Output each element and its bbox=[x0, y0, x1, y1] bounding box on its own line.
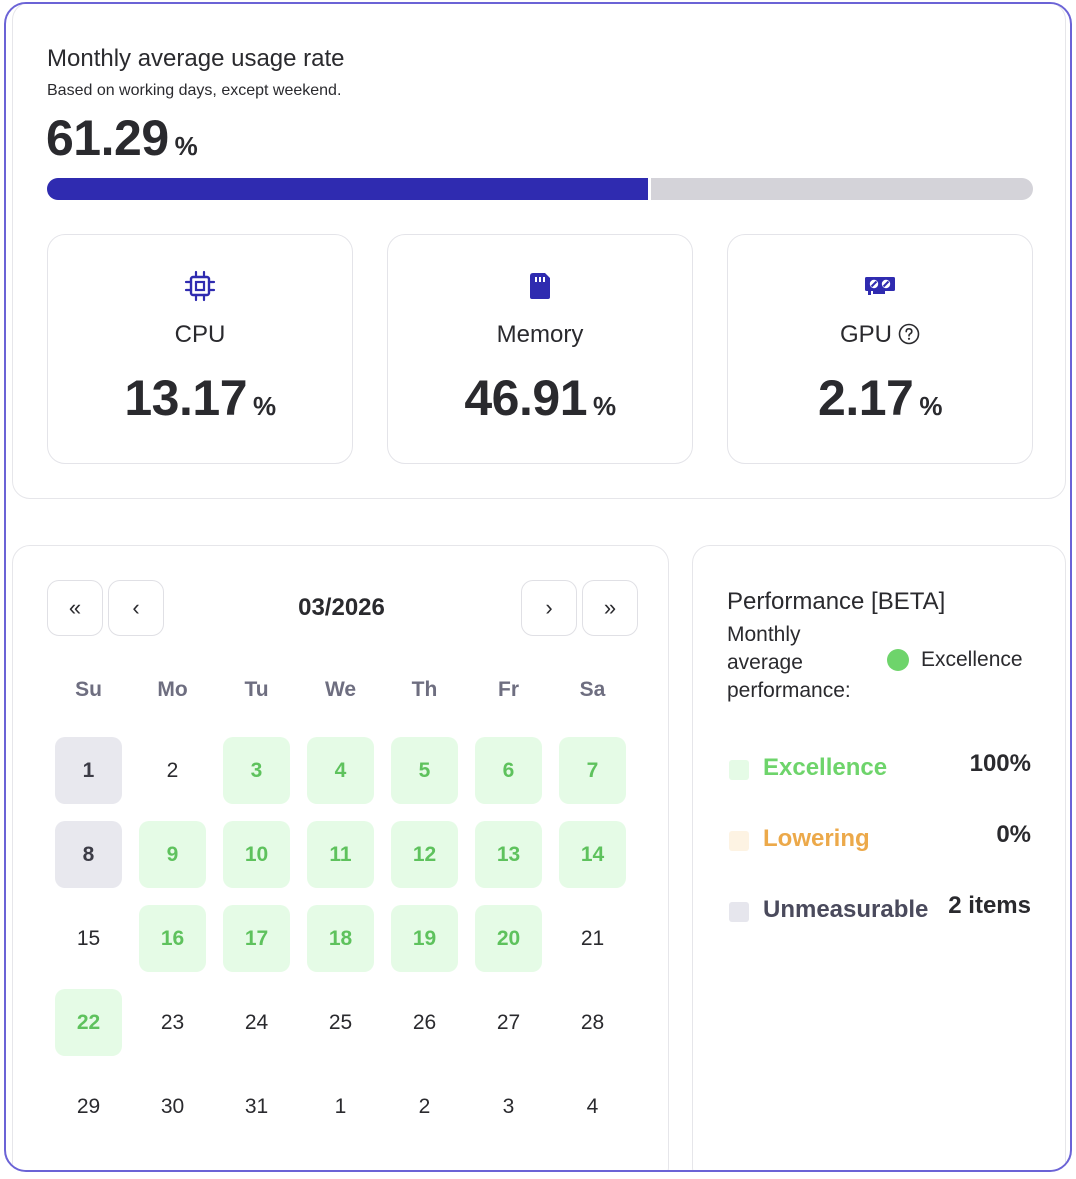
calendar-day[interactable]: 29 bbox=[76, 1094, 101, 1118]
legend-value-lowering: 0% bbox=[996, 821, 1031, 848]
usage-subtitle: Based on working days, except weekend. bbox=[47, 82, 342, 99]
metric-value-cpu: 13.17% bbox=[48, 369, 352, 427]
status-dot-icon bbox=[887, 649, 909, 671]
performance-card: Performance [BETA] Monthly average perfo… bbox=[692, 545, 1066, 1170]
calendar-day[interactable]: 18 bbox=[307, 905, 374, 972]
calendar-day[interactable]: 19 bbox=[391, 905, 458, 972]
weekday-label: Su bbox=[75, 678, 102, 701]
metric-value-gpu: 2.17% bbox=[728, 369, 1032, 427]
calendar-day[interactable]: 26 bbox=[412, 1010, 437, 1034]
performance-subtitle: Monthly average performance: bbox=[727, 623, 851, 702]
metric-card-gpu: GPU 2.17% bbox=[727, 234, 1033, 464]
calendar-day[interactable]: 22 bbox=[55, 989, 122, 1056]
calendar-day[interactable]: 16 bbox=[139, 905, 206, 972]
calendar-day[interactable]: 3 bbox=[223, 737, 290, 804]
calendar-day[interactable]: 24 bbox=[244, 1010, 269, 1034]
usage-progress-fill bbox=[47, 178, 652, 200]
calendar-day[interactable]: 20 bbox=[475, 905, 542, 972]
next-month-button[interactable]: › bbox=[521, 580, 577, 636]
prev-month-button[interactable]: ‹ bbox=[108, 580, 164, 636]
legend-label-unmeasurable: Unmeasurable bbox=[763, 896, 929, 923]
calendar-day[interactable]: 12 bbox=[391, 821, 458, 888]
calendar-day[interactable]: 13 bbox=[475, 821, 542, 888]
metric-number-cpu: 13.17 bbox=[124, 370, 247, 426]
calendar-day[interactable]: 11 bbox=[307, 821, 374, 888]
metric-number-gpu: 2.17 bbox=[818, 370, 914, 426]
calendar-day[interactable]: 5 bbox=[391, 737, 458, 804]
memory-card-icon bbox=[530, 273, 550, 299]
metric-value-memory: 46.91% bbox=[388, 369, 692, 427]
calendar-day[interactable]: 3 bbox=[502, 1094, 515, 1118]
legend-value-unmeasurable: 2 items bbox=[948, 892, 1031, 919]
legend-swatch-excellence bbox=[729, 760, 749, 780]
calendar-day[interactable]: 28 bbox=[580, 1010, 605, 1034]
weekday-label: Tu bbox=[244, 678, 269, 701]
calendar-day[interactable]: 8 bbox=[55, 821, 122, 888]
metric-label-gpu-text: GPU bbox=[839, 321, 892, 348]
calendar-day[interactable]: 9 bbox=[139, 821, 206, 888]
usage-card: Monthly average usage rate Based on work… bbox=[12, 4, 1066, 499]
calendar-day[interactable]: 31 bbox=[244, 1094, 269, 1118]
calendar-day[interactable]: 15 bbox=[76, 926, 101, 950]
metric-label-memory: Memory bbox=[496, 321, 584, 348]
metric-unit-gpu: % bbox=[919, 391, 942, 421]
legend-value-excellence: 100% bbox=[969, 750, 1031, 777]
first-month-button[interactable]: « bbox=[47, 580, 103, 636]
performance-status-label: Excellence bbox=[921, 648, 1023, 671]
calendar-day[interactable]: 21 bbox=[580, 926, 605, 950]
performance-title: Performance [BETA] bbox=[727, 588, 946, 615]
cpu-chip-icon bbox=[184, 270, 216, 302]
performance-status: Excellence bbox=[887, 648, 1023, 672]
gpu-card-icon bbox=[865, 277, 895, 295]
calendar-day[interactable]: 7 bbox=[559, 737, 626, 804]
legend-item-lowering: Lowering 0% bbox=[729, 821, 1031, 855]
calendar-month-label: 03/2026 bbox=[298, 594, 385, 621]
legend-swatch-unmeasurable bbox=[729, 902, 749, 922]
question-circle-icon[interactable] bbox=[898, 323, 920, 345]
calendar-day[interactable]: 4 bbox=[586, 1094, 599, 1118]
metric-unit-cpu: % bbox=[253, 391, 276, 421]
calendar-day[interactable]: 30 bbox=[160, 1094, 185, 1118]
metric-number-memory: 46.91 bbox=[464, 370, 587, 426]
usage-value-unit: % bbox=[174, 131, 198, 161]
dashboard-frame: Monthly average usage rate Based on work… bbox=[4, 2, 1072, 1172]
weekday-label: Th bbox=[411, 678, 438, 701]
legend-item-unmeasurable: Unmeasurable 2 items bbox=[729, 892, 1031, 926]
legend-item-excellence: Excellence 100% bbox=[729, 750, 1031, 784]
calendar-day[interactable]: 17 bbox=[223, 905, 290, 972]
usage-title: Monthly average usage rate bbox=[47, 45, 345, 72]
legend-label-lowering: Lowering bbox=[763, 825, 870, 852]
metric-card-cpu: CPU 13.17% bbox=[47, 234, 353, 464]
weekday-label: We bbox=[324, 678, 357, 701]
usage-value: 61.29% bbox=[46, 109, 198, 167]
calendar-day[interactable]: 1 bbox=[334, 1094, 347, 1118]
metric-unit-memory: % bbox=[593, 391, 616, 421]
metric-card-memory: Memory 46.91% bbox=[387, 234, 693, 464]
legend-label-excellence: Excellence bbox=[763, 754, 888, 781]
calendar-day[interactable]: 14 bbox=[559, 821, 626, 888]
calendar-day[interactable]: 2 bbox=[418, 1094, 431, 1118]
weekday-label: Fr bbox=[498, 678, 519, 701]
metric-label-gpu: GPU bbox=[728, 321, 1032, 349]
calendar-day[interactable]: 27 bbox=[496, 1010, 521, 1034]
calendar-day[interactable]: 4 bbox=[307, 737, 374, 804]
metric-label-cpu: CPU bbox=[174, 321, 226, 348]
calendar-day[interactable]: 6 bbox=[475, 737, 542, 804]
calendar-day[interactable]: 2 bbox=[166, 758, 179, 782]
calendar-day[interactable]: 1 bbox=[55, 737, 122, 804]
usage-progress-bar bbox=[47, 178, 1033, 200]
weekday-label: Mo bbox=[157, 678, 188, 701]
calendar-day[interactable]: 23 bbox=[160, 1010, 185, 1034]
legend-swatch-lowering bbox=[729, 831, 749, 851]
calendar-day[interactable]: 25 bbox=[328, 1010, 353, 1034]
weekday-label: Sa bbox=[579, 678, 606, 701]
usage-value-number: 61.29 bbox=[46, 110, 169, 166]
calendar-day[interactable]: 10 bbox=[223, 821, 290, 888]
last-month-button[interactable]: » bbox=[582, 580, 638, 636]
